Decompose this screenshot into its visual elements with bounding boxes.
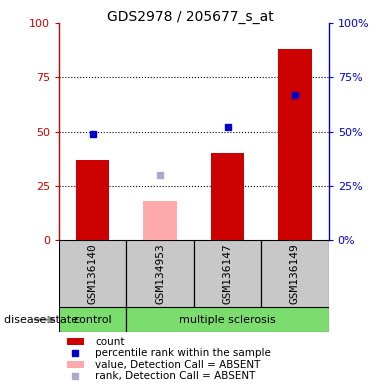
Text: GSM136140: GSM136140 (88, 243, 98, 304)
Bar (66, 338, 84, 346)
Bar (261, 240, 329, 307)
Text: count: count (95, 337, 125, 347)
Bar (143, 201, 177, 240)
Bar (211, 153, 244, 240)
Bar (278, 49, 312, 240)
Bar (194, 240, 261, 307)
Text: value, Detection Call = ABSENT: value, Detection Call = ABSENT (95, 360, 260, 370)
Text: multiple sclerosis: multiple sclerosis (179, 314, 276, 325)
Text: GSM136147: GSM136147 (223, 243, 233, 304)
Text: percentile rank within the sample: percentile rank within the sample (95, 348, 271, 358)
Text: GDS2978 / 205677_s_at: GDS2978 / 205677_s_at (107, 10, 273, 23)
Bar (59, 240, 126, 307)
Text: disease state: disease state (4, 314, 78, 325)
Bar (126, 307, 329, 332)
Bar (76, 160, 109, 240)
Bar (126, 240, 194, 307)
Bar (66, 361, 84, 369)
Text: rank, Detection Call = ABSENT: rank, Detection Call = ABSENT (95, 371, 255, 381)
Text: control: control (73, 314, 112, 325)
Text: GSM136149: GSM136149 (290, 243, 300, 304)
Text: GSM134953: GSM134953 (155, 243, 165, 304)
Bar (59, 307, 126, 332)
